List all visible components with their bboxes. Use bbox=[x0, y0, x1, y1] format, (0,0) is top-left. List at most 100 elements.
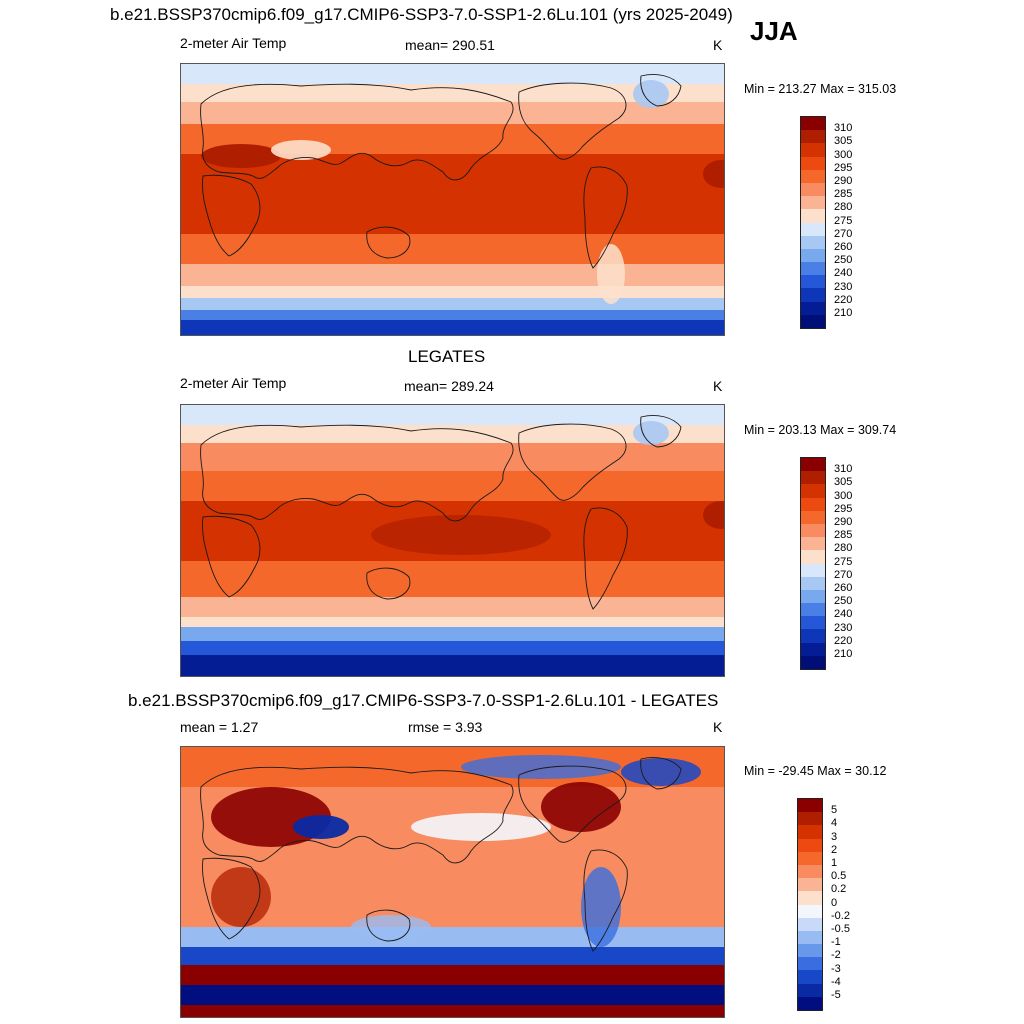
colorbar-swatch bbox=[798, 825, 822, 839]
colorbar-tick-label: 295 bbox=[834, 161, 853, 174]
map-obs-temperature bbox=[180, 404, 725, 677]
colorbar-tick-label: 0.5 bbox=[831, 870, 847, 883]
colorbar-tick-label: 230 bbox=[834, 621, 853, 634]
colorbar-tick-label: -3 bbox=[831, 962, 841, 975]
coastline-path bbox=[583, 507, 628, 610]
panel-mean-label: mean = 1.27 bbox=[180, 719, 259, 735]
colorbar-swatch bbox=[801, 275, 825, 289]
temperature-band bbox=[181, 655, 724, 676]
colorbar-swatch bbox=[798, 930, 822, 945]
colorbar-tick-label: 210 bbox=[834, 648, 853, 660]
panel-minmax: Min = -29.45 Max = 30.12 bbox=[744, 764, 887, 778]
coastlines bbox=[200, 74, 682, 269]
colorbar-tick-label: 280 bbox=[834, 542, 853, 555]
temperature-anomaly bbox=[597, 244, 625, 304]
panel-units-label: K bbox=[713, 378, 723, 394]
colorbar-swatch bbox=[801, 156, 825, 170]
temperature-band bbox=[181, 310, 724, 320]
temperature-anomaly bbox=[211, 867, 271, 927]
colorbar-tick-label: -0.2 bbox=[831, 909, 850, 922]
temperature-anomaly bbox=[703, 501, 724, 529]
map-diff-svg bbox=[181, 747, 724, 1017]
coastline-path bbox=[583, 166, 628, 269]
colorbar-swatch bbox=[798, 812, 822, 826]
coastline-path bbox=[366, 226, 411, 259]
coastline-path bbox=[202, 857, 261, 940]
colorbar-swatch bbox=[801, 471, 825, 485]
colorbar-swatch bbox=[801, 288, 825, 302]
colorbar-tick-label: 250 bbox=[834, 595, 853, 608]
colorbar-tick-label: -5 bbox=[831, 989, 841, 1001]
temperature-band bbox=[181, 597, 724, 617]
panel-mean-label: mean= 289.24 bbox=[404, 378, 494, 394]
colorbar-swatch bbox=[801, 222, 825, 236]
panel-rmse-label: rmse = 3.93 bbox=[408, 719, 483, 735]
coastlines bbox=[200, 757, 682, 952]
temperature-band bbox=[181, 1005, 724, 1017]
temperature-anomaly bbox=[633, 421, 669, 445]
temperature-band bbox=[181, 286, 724, 298]
map-model-svg bbox=[181, 64, 724, 335]
coastline-path bbox=[200, 424, 514, 522]
panel-variable-label: 2-meter Air Temp bbox=[180, 375, 287, 391]
panel-units-label: K bbox=[713, 719, 723, 735]
panel-minmax: Min = 203.13 Max = 309.74 bbox=[744, 423, 897, 437]
colorbar-swatch bbox=[798, 904, 822, 918]
colorbar-swatch bbox=[801, 603, 825, 617]
colorbar-swatch bbox=[798, 996, 822, 1010]
temperature-band bbox=[181, 264, 724, 286]
colorbar-tick-label: 1 bbox=[831, 857, 838, 869]
colorbar-swatch bbox=[798, 799, 822, 813]
colorbar-tick-label: 220 bbox=[834, 293, 853, 306]
colorbar-tick-label: 305 bbox=[834, 135, 853, 148]
temperature-band bbox=[181, 425, 724, 443]
map-obs-svg bbox=[181, 405, 724, 676]
temperature-band bbox=[181, 985, 724, 1005]
coastline-path bbox=[366, 909, 411, 942]
colorbar-swatch bbox=[801, 642, 825, 656]
colorbar-swatch bbox=[801, 510, 825, 524]
temperature-anomaly bbox=[633, 80, 669, 108]
coastline-path bbox=[640, 74, 682, 107]
colorbar-swatch bbox=[801, 484, 825, 498]
colorbar-tick-label: 4 bbox=[831, 817, 838, 830]
colorbar-swatch bbox=[801, 497, 825, 511]
temperature-anomaly bbox=[461, 755, 621, 779]
map-model-temperature bbox=[180, 63, 725, 336]
colorbar-tick-label: 275 bbox=[834, 555, 853, 568]
colorbar-swatch bbox=[801, 248, 825, 263]
coastline-path bbox=[640, 757, 682, 790]
colorbar-tick-label: 240 bbox=[834, 267, 853, 280]
temperature-band bbox=[181, 234, 724, 264]
colorbar-strip bbox=[800, 116, 826, 329]
colorbar-tick-label: 210 bbox=[834, 307, 853, 319]
colorbar-swatch bbox=[801, 616, 825, 630]
colorbar-swatch bbox=[801, 301, 825, 315]
coastline-path bbox=[583, 849, 628, 952]
colorbar-tick-label: 270 bbox=[834, 227, 853, 240]
temperature-band bbox=[181, 320, 724, 335]
colorbar-swatch bbox=[798, 957, 822, 971]
colorbar-tick-label: 285 bbox=[834, 529, 853, 542]
temperature-anomaly bbox=[621, 758, 701, 786]
colorbar-swatch bbox=[801, 589, 825, 604]
colorbar-tick-label: 290 bbox=[834, 175, 853, 187]
temperature-band bbox=[181, 298, 724, 310]
temperature-anomaly bbox=[293, 815, 349, 839]
colorbar-tick-label: 5 bbox=[831, 804, 838, 817]
temperature-anomaly bbox=[201, 144, 281, 168]
colorbar-swatch bbox=[798, 838, 822, 852]
colorbar-tick-label: 2 bbox=[831, 843, 838, 856]
colorbar-swatch bbox=[798, 864, 822, 879]
colorbar-swatch bbox=[798, 851, 822, 865]
temperature-band bbox=[181, 84, 724, 102]
temperature-band bbox=[181, 561, 724, 597]
colorbar-tick-label: 310 bbox=[834, 463, 853, 476]
colorbar-tick-label: 300 bbox=[834, 489, 853, 502]
colorbar-tick-label: 0.2 bbox=[831, 883, 847, 896]
coastlines bbox=[200, 415, 682, 610]
colorbar-tick-label: 240 bbox=[834, 608, 853, 621]
colorbar-swatch bbox=[798, 970, 822, 984]
temperature-anomaly bbox=[703, 160, 724, 188]
temperature-band bbox=[181, 64, 724, 84]
